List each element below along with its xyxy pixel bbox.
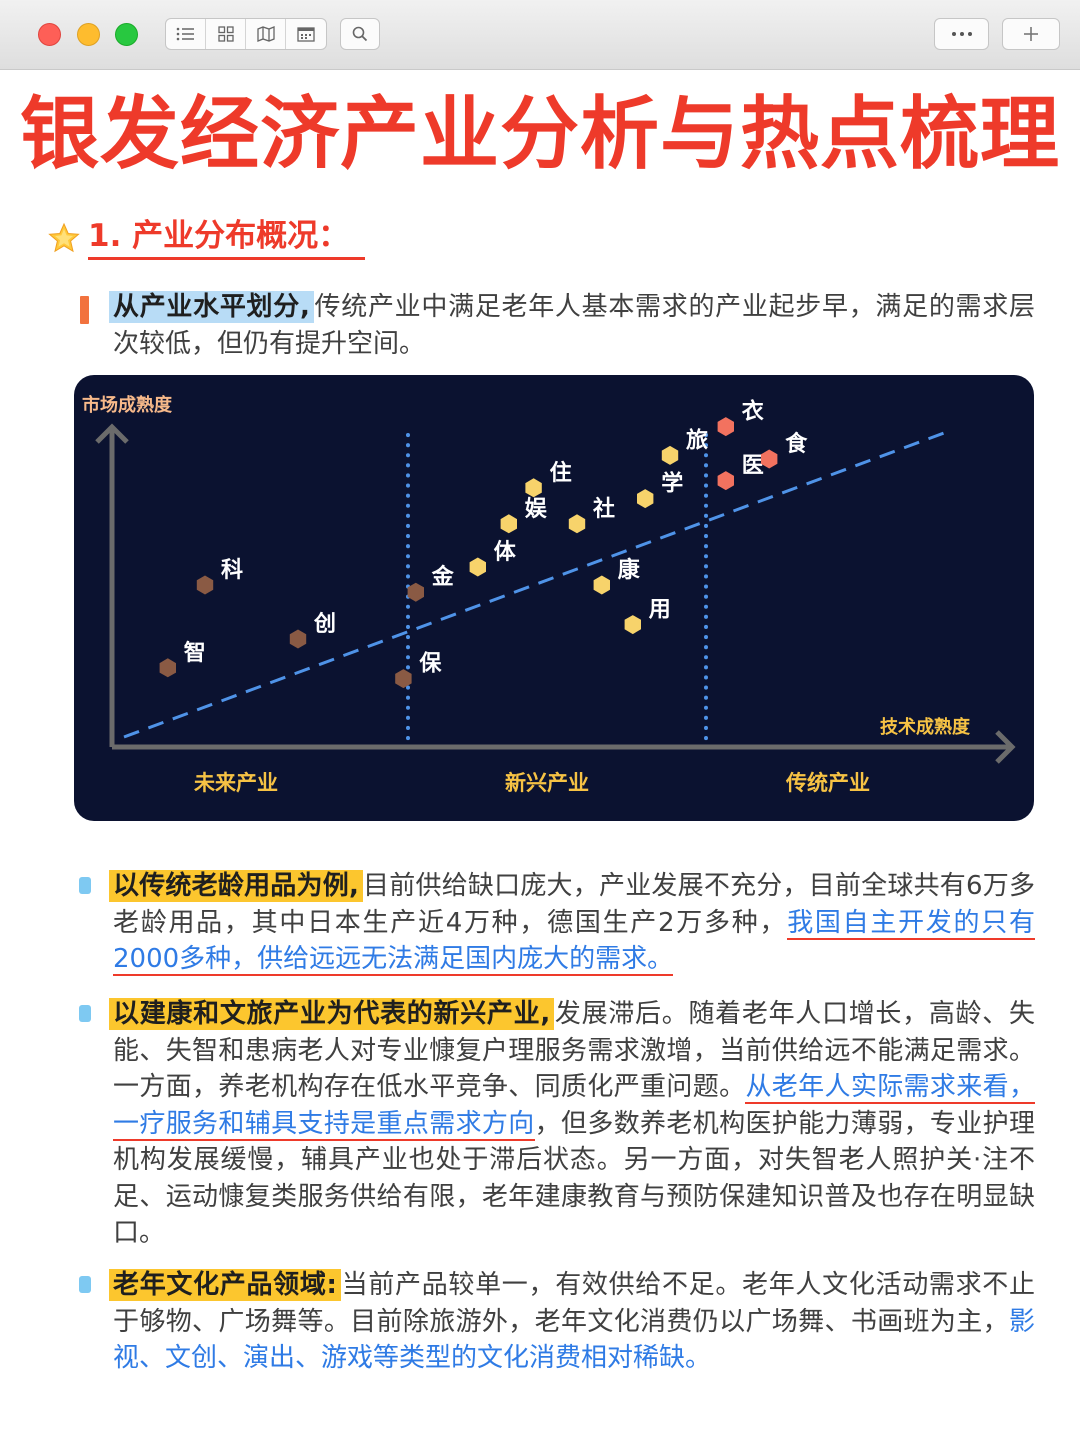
chart-point-traditional (761, 449, 778, 469)
intro-paragraph: 从产业水平划分, 传统产业中满足老年人基本需求的产业起步早，满足的需求层次较低，但… (109, 289, 1035, 362)
chart-point-emerging (661, 445, 679, 465)
chart-point-label: 衣 (742, 399, 764, 425)
section-heading: 1. 产业分布概况： (48, 216, 366, 260)
section-title: 1. 产业分布概况： (88, 217, 366, 260)
bullet-marker-1 (79, 877, 91, 894)
bullet-1-text: 目前供给缺口庞大，产业发展不充分，目前全球共有6万多老龄用品，其中日本生产近4万… (113, 871, 1035, 938)
zone-label-emerging: 新兴产业 (505, 771, 589, 795)
minimize-window-button[interactable] (77, 23, 100, 46)
chart-point-label: 用 (649, 598, 671, 623)
star-icon (48, 222, 80, 253)
more-options-button[interactable] (934, 18, 989, 50)
chart-point-label: 旅 (686, 427, 708, 453)
chart-point-label: 体 (494, 540, 517, 565)
chart-point-emerging (624, 615, 641, 635)
zoom-window-button[interactable] (115, 23, 138, 46)
bullet-2-text-continued: ，但多数养老机构医护能力薄弱，专业护理机构发展缓慢，辅具产业也处于滞后状态。另一… (113, 1108, 1035, 1249)
map-icon (256, 26, 275, 42)
chart-point-future (196, 575, 214, 595)
chart-point-label: 康 (618, 557, 641, 583)
bullet-3-text: 当前产品较单一，有效供给不足。老年人文化活动需求不止于够物、广场舞等。目前除旅游… (113, 1270, 1035, 1337)
chart-point-label: 创 (313, 612, 336, 637)
chart-point-future (395, 669, 412, 689)
list-icon (176, 27, 194, 41)
x-axis-arrow (995, 730, 1016, 764)
bullet-1-link: 我国自主开发的只有2000多种，供给远远无法满足国内庞大的需求。 (113, 907, 1035, 976)
bullet-3-highlight: 老年文化产品领域: (109, 1269, 341, 1301)
bullet-2-link: 从老年人实际需求来看，一疗服务和辅具支持是重点需求方向 (113, 1072, 1035, 1141)
bullet-paragraph-2: 以建康和文旅产业为代表的新兴产业, 发展滞后。随着老年人口增长，高龄、失能、失智和… (109, 996, 1035, 1252)
chart-point-label: 住 (550, 460, 572, 486)
chart-point-emerging (500, 514, 517, 534)
chart-point-emerging (593, 575, 610, 595)
chart-point-emerging (568, 514, 586, 534)
new-tab-button[interactable] (1002, 18, 1060, 50)
chart-point-label: 学 (661, 471, 683, 497)
map-view-button[interactable] (246, 19, 286, 49)
intro-text: 传统产业中满足老年人基本需求的产业起步早，满足的需求层次较低，但仍有提升空间。 (113, 292, 1035, 359)
grid-icon (217, 26, 234, 42)
bullet-2-highlight: 以建康和文旅产业为代表的新兴产业, (109, 998, 555, 1030)
chart-point-emerging (469, 557, 486, 577)
bullet-marker-3 (79, 1276, 91, 1293)
bullet-1-highlight: 以传统老龄用品为例, (109, 870, 363, 902)
search-button[interactable] (340, 18, 380, 50)
zone-label-future: 未来产业 (194, 771, 278, 795)
chart-point-emerging (637, 489, 654, 509)
calendar-icon (297, 27, 315, 42)
grid-view-button[interactable] (206, 19, 246, 49)
intro-marker (80, 296, 89, 324)
zone-label-traditional: 传统产业 (786, 771, 870, 795)
window-toolbar (0, 0, 1080, 70)
view-mode-group (165, 18, 327, 50)
chart-point-traditional (717, 417, 734, 437)
bullet-3-link: 影视、文创、演出、游戏等类型的文化消费相对稀缺。 (113, 1306, 1035, 1374)
more-icon (951, 32, 972, 36)
calendar-view-button[interactable] (286, 19, 326, 49)
chart-point-traditional (717, 471, 734, 491)
list-view-button[interactable] (166, 19, 206, 49)
search-icon (352, 26, 368, 42)
bullet-2-text: 发展滞后。随着老年人口增长，高龄、失能、失智和患病老人对专业慷复户理服务需求激增… (113, 999, 1035, 1102)
chart-point-label: 社 (593, 496, 615, 522)
bullet-paragraph-1: 以传统老龄用品为例, 目前供给缺口庞大，产业发展不充分，目前全球共有6万多老龄用品… (109, 868, 1035, 978)
plus-icon (1024, 27, 1038, 41)
intro-highlight: 从产业水平划分, (109, 291, 314, 323)
chart-point-label: 医 (742, 454, 764, 479)
chart-point-future (407, 582, 424, 602)
page-title: 银发经济产业分析与热点梳理 (20, 88, 1060, 180)
chart-point-label: 智 (184, 640, 206, 666)
chart-point-label: 金 (431, 564, 455, 590)
chart-point-label: 娱 (525, 497, 548, 522)
y-axis-label: 市场成熟度 (82, 395, 172, 416)
chart-point-future (289, 629, 307, 649)
bullet-paragraph-3: 老年文化产品领域: 当前产品较单一，有效供给不足。老年人文化活动需求不止于够物、广… (109, 1267, 1035, 1377)
close-window-button[interactable] (38, 23, 61, 46)
trend-line (123, 428, 953, 739)
chart-point-label: 食 (785, 431, 808, 457)
bullet-marker-2 (79, 1005, 91, 1022)
industry-maturity-chart: 智 科创保 金 体娱住社康用 学旅 衣医食 市场成熟度 技术成熟度 未来产业 新兴产业 传… (74, 375, 1034, 821)
y-axis-arrow (95, 423, 129, 444)
x-axis-label: 技术成熟度 (880, 717, 970, 738)
chart-point-emerging (525, 478, 542, 498)
chart-point-future (159, 658, 176, 678)
chart-point-label: 科 (221, 558, 243, 583)
chart-point-label: 保 (418, 652, 442, 677)
